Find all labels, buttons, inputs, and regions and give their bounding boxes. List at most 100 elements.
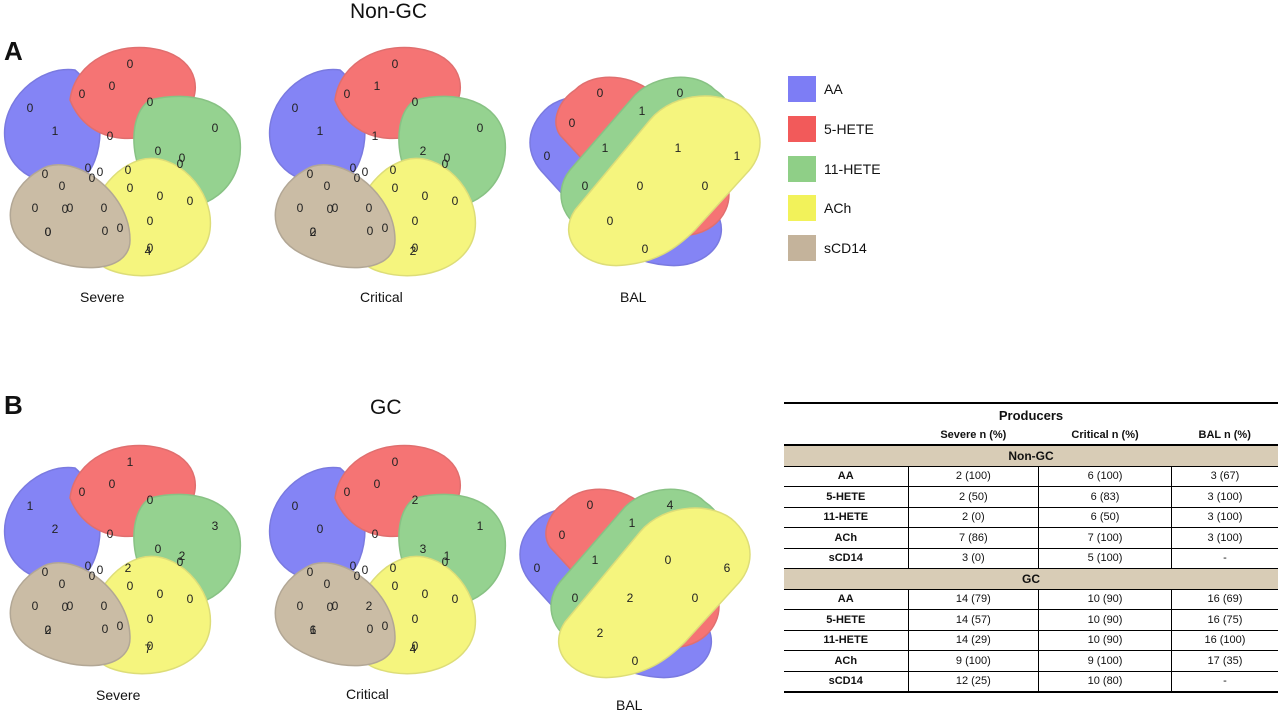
table-cell: 14 (79) <box>908 589 1040 610</box>
legend-label: ACh <box>824 200 852 216</box>
venn-region-count: 2 <box>125 561 132 575</box>
venn-a-bal: 0 0 0 1 0 1 1 1 0 0 0 0 0 <box>529 76 761 267</box>
venn-region-count: 0 <box>101 599 108 613</box>
table-cell: 14 (29) <box>908 630 1040 651</box>
venn-region-count: 0 <box>97 563 104 577</box>
row-label: ACh <box>784 527 909 549</box>
table-row: 5-HETE 2 (50) 6 (83) 3 (100) <box>784 486 1278 508</box>
venn-b-severe-label: Severe <box>96 687 141 703</box>
row-label: AA <box>784 589 909 610</box>
venn-region-count: 0 <box>147 241 154 255</box>
venn-region-count: 0 <box>157 189 164 203</box>
venn-region-count: 0 <box>324 577 331 591</box>
legend-item-5hete: 5-HETE <box>788 116 874 142</box>
table-cell: 6 (83) <box>1038 486 1172 508</box>
table-row: 11-HETE 14 (29) 10 (90) 16 (100) <box>784 630 1278 651</box>
venn-region-count: 0 <box>582 179 589 193</box>
venn-region-count: 1 <box>372 129 379 143</box>
table-cell: 9 (100) <box>908 650 1040 672</box>
venn-b-bal-numbers: 0 0 4 6 0 1 1 0 2 0 0 2 0 <box>534 498 731 668</box>
venn-region-count: 0 <box>147 612 154 626</box>
venn-region-count: 0 <box>569 116 576 130</box>
venn-region-count: 0 <box>62 202 69 216</box>
venn-region-count: 0 <box>559 528 566 542</box>
venn-region-count: 0 <box>392 455 399 469</box>
venn-region-count: 2 <box>627 591 634 605</box>
venn-region-count: 2 <box>597 626 604 640</box>
venn-region-count: 0 <box>362 563 369 577</box>
legend-swatch <box>788 235 816 261</box>
table-cell: 9 (100) <box>1038 650 1172 672</box>
venn-region-count: 3 <box>212 519 219 533</box>
venn-region-count: 0 <box>107 527 114 541</box>
venn-region-count: 0 <box>292 499 299 513</box>
venn-region-count: 2 <box>45 623 52 637</box>
venn-region-count: 0 <box>32 201 39 215</box>
row-label: AA <box>784 466 909 487</box>
venn-region-count: 0 <box>382 619 389 633</box>
venn-region-count: 0 <box>452 194 459 208</box>
venn-region-count: 0 <box>187 194 194 208</box>
venn-region-count: 0 <box>422 587 429 601</box>
venn-region-count: 6 <box>310 623 317 637</box>
venn-region-count: 0 <box>327 600 334 614</box>
producers-table: Producers Severe n (%) Critical n (%) BA… <box>784 402 1278 693</box>
table-cell: 3 (0) <box>908 548 1040 569</box>
venn-region-count: 0 <box>317 522 324 536</box>
table-group-row: Non-GC <box>784 445 1278 467</box>
venn-region-count: 2 <box>366 599 373 613</box>
venn-region-count: 0 <box>544 149 551 163</box>
table-cell: 14 (57) <box>908 609 1040 631</box>
table-cell: 6 (100) <box>1038 466 1172 487</box>
venn-region-count: 0 <box>187 592 194 606</box>
table-cell: 12 (25) <box>908 671 1040 693</box>
venn-region-count: 0 <box>179 151 186 165</box>
venn-b-critical-label: Critical <box>346 686 389 702</box>
venn-region-count: 1 <box>317 124 324 138</box>
table-cell: 7 (86) <box>908 527 1040 549</box>
venn-region-count: 0 <box>117 619 124 633</box>
venn-region-count: 0 <box>127 181 134 195</box>
table-cell: 17 (35) <box>1171 650 1278 672</box>
table-cell: 16 (100) <box>1171 630 1278 651</box>
legend-label: sCD14 <box>824 240 867 256</box>
table-cell: 10 (80) <box>1038 671 1172 693</box>
venn-region-count: 2 <box>420 144 427 158</box>
venn-region-count: 0 <box>147 639 154 653</box>
row-label: 11-HETE <box>784 507 909 528</box>
venn-region-count: 0 <box>366 201 373 215</box>
venn-region-count: 0 <box>42 167 49 181</box>
row-label: 5-HETE <box>784 486 909 508</box>
table-cell: - <box>1171 671 1278 693</box>
venn-region-count: 1 <box>52 124 59 138</box>
venn-region-count: 0 <box>442 555 449 569</box>
venn-region-count: 0 <box>297 599 304 613</box>
table-row: 5-HETE 14 (57) 10 (90) 16 (75) <box>784 609 1278 631</box>
group-label: GC <box>784 568 1278 590</box>
row-label: ACh <box>784 650 909 672</box>
venn-region-count: 0 <box>382 221 389 235</box>
table-cell: 3 (67) <box>1171 466 1278 487</box>
venn-region-count: 0 <box>89 171 96 185</box>
venn-region-count: 0 <box>392 57 399 71</box>
row-label: sCD14 <box>784 548 909 569</box>
table-cell: 10 (90) <box>1038 630 1172 651</box>
venn-region-count: 0 <box>45 623 52 637</box>
table-cell: 6 (50) <box>1038 507 1172 528</box>
venn-region-count: 0 <box>147 493 154 507</box>
legend-label: AA <box>824 81 843 97</box>
venn-region-count: 0 <box>587 498 594 512</box>
venn-region-count: 0 <box>332 201 339 215</box>
panel-letter-b: B <box>4 390 23 420</box>
venn-a-bal-numbers: 0 0 0 1 0 1 1 1 0 0 0 0 0 <box>544 86 741 256</box>
venn-region-count: 0 <box>212 121 219 135</box>
venn-region-count: 7 <box>145 642 152 656</box>
venn-region-count: 0 <box>127 579 134 593</box>
table-cell: 2 (0) <box>908 507 1040 528</box>
venn-region-count: 0 <box>67 599 74 613</box>
legend-label: 5-HETE <box>824 121 874 137</box>
venn-region-count: 0 <box>534 561 541 575</box>
